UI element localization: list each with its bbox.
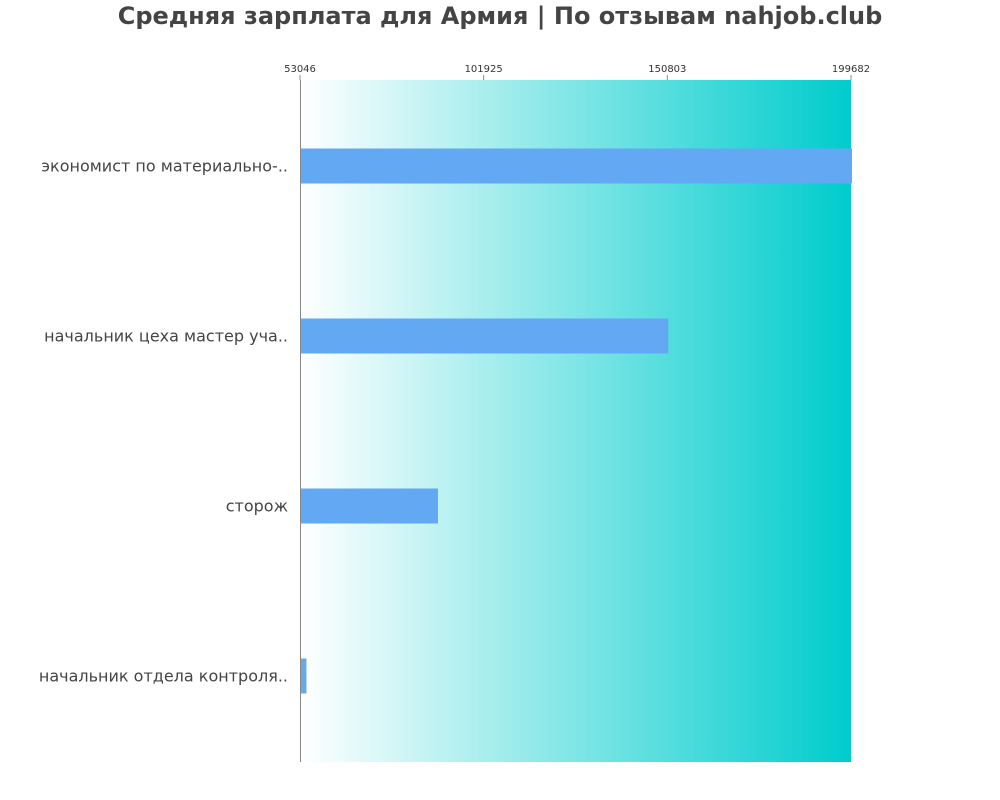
x-tick-label: 150803 <box>648 64 686 75</box>
bars <box>301 148 852 694</box>
category-label: экономист по материально-.. <box>41 157 288 176</box>
plot-background <box>300 80 851 762</box>
chart-title: Средняя зарплата для Армия | По отзывам … <box>117 2 883 30</box>
bar <box>301 148 852 184</box>
x-tick-label: 53046 <box>284 64 316 75</box>
x-axis-ticks: 53046 101925 150803 199682 <box>284 64 870 80</box>
category-label: начальник отдела контроля.. <box>39 667 288 686</box>
category-labels: экономист по материально-.. начальник цех… <box>39 157 288 686</box>
bar <box>301 488 438 524</box>
category-label: начальник цеха мастер уча.. <box>44 327 288 346</box>
x-tick-label: 199682 <box>832 64 870 75</box>
bar <box>301 318 669 354</box>
category-label: сторож <box>226 497 288 516</box>
x-tick-label: 101925 <box>465 64 503 75</box>
bar <box>301 658 307 694</box>
